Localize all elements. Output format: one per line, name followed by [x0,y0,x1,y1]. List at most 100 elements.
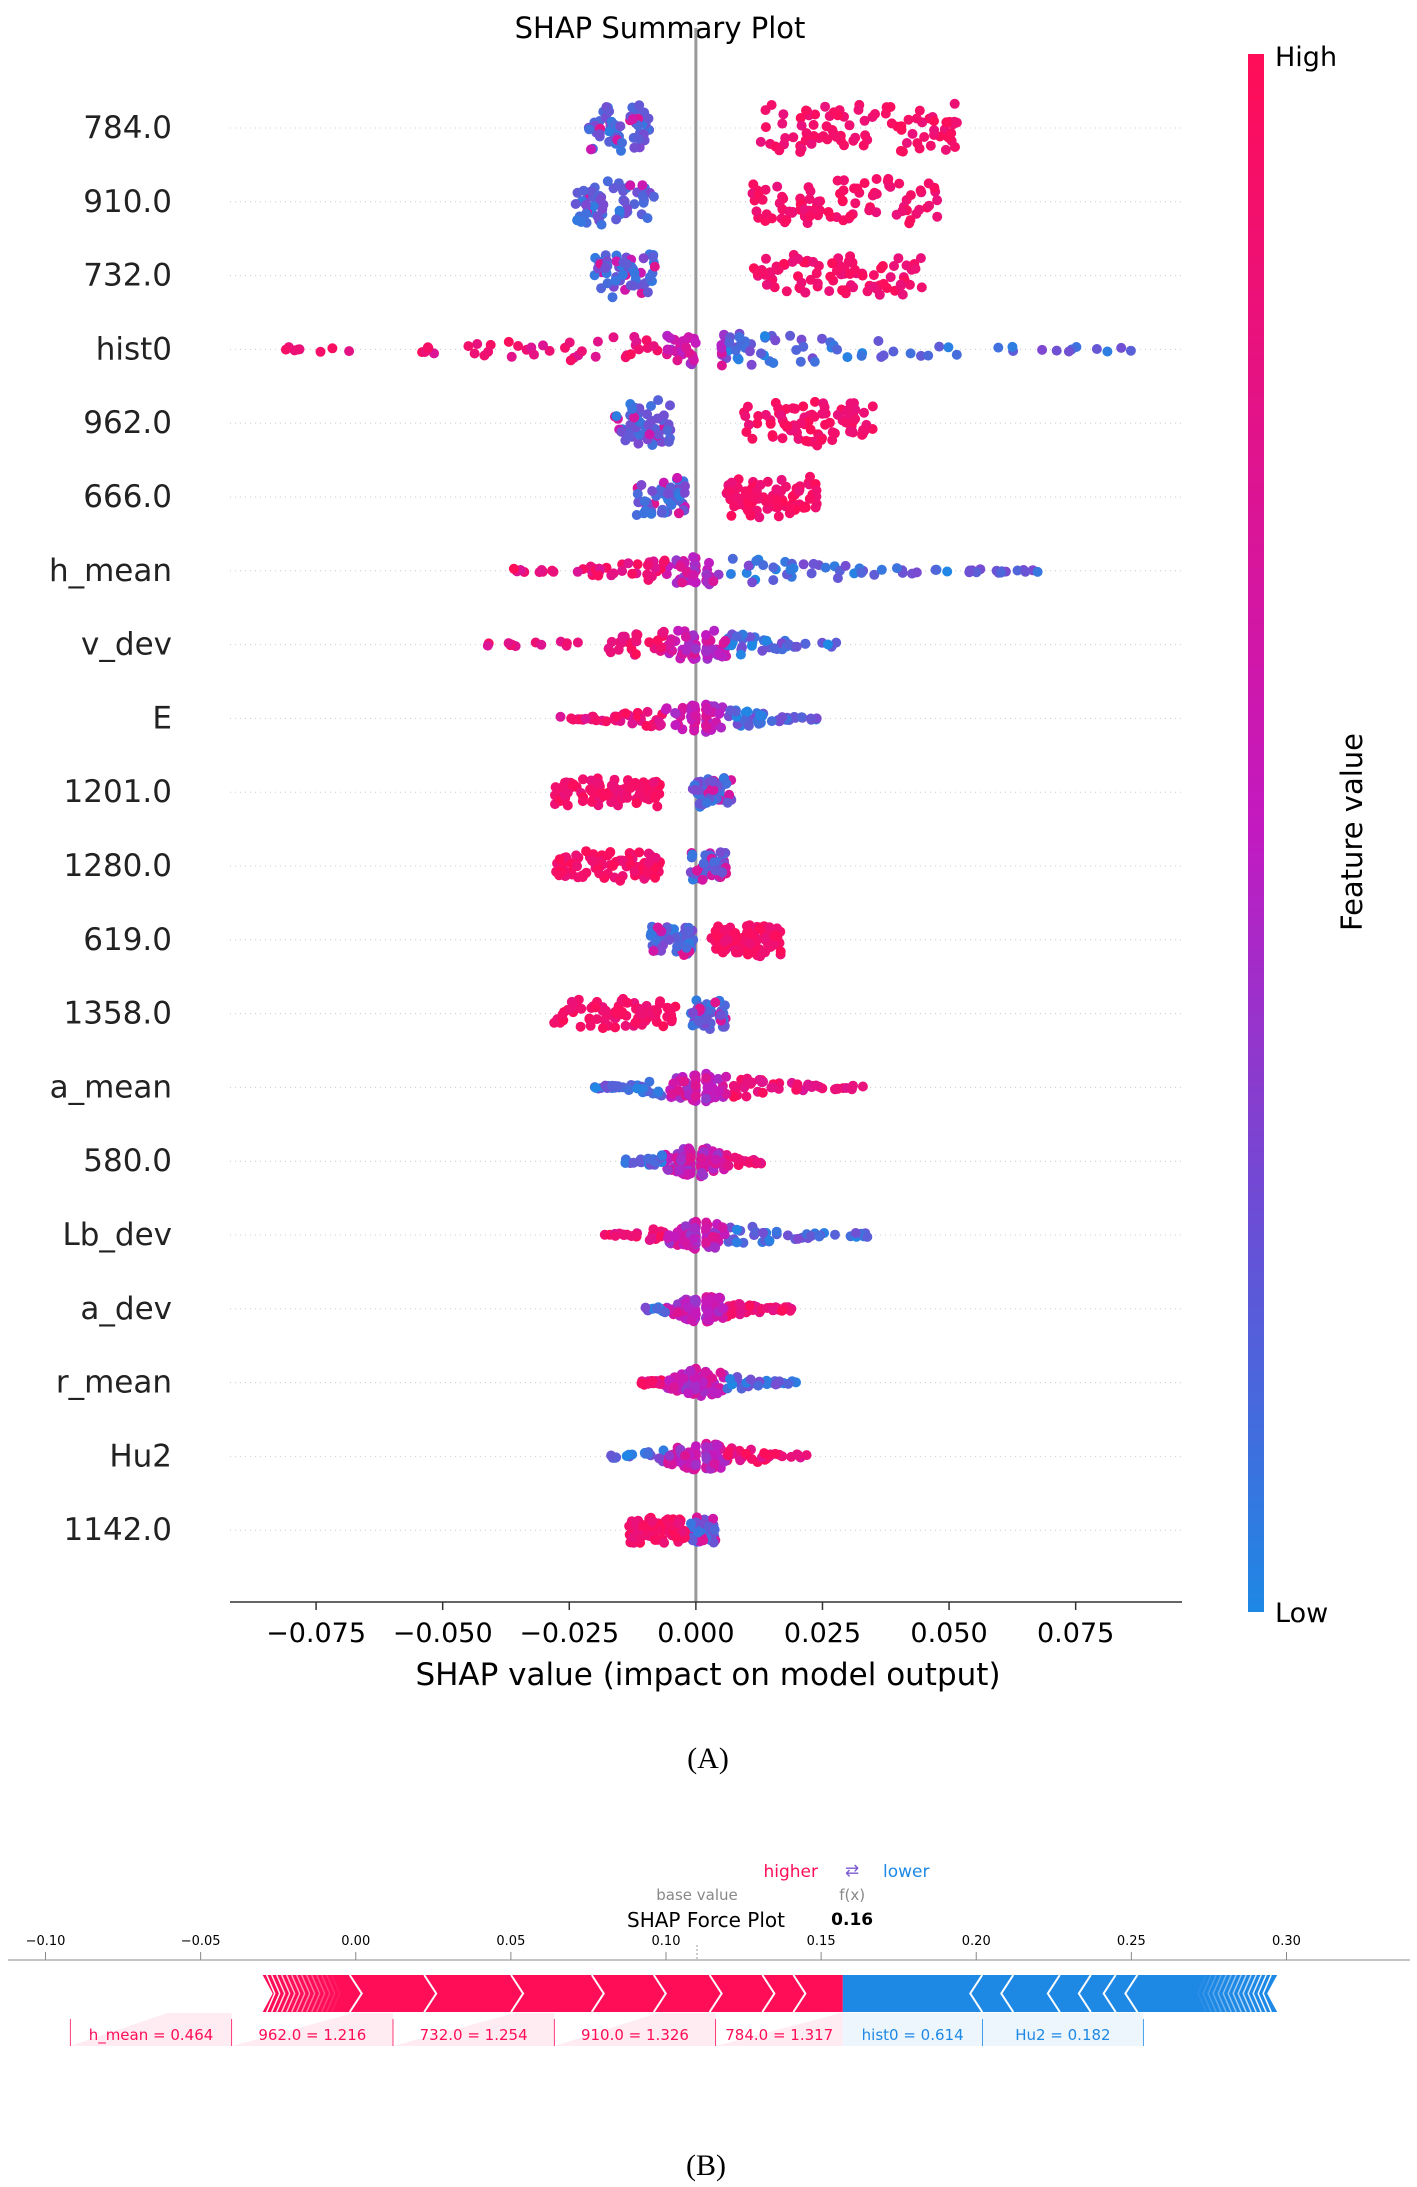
shap-dot [730,928,741,938]
shap-dot [681,342,692,353]
shap-dot [673,508,684,519]
shap-dot [602,850,613,861]
shap-dot [585,1020,596,1031]
feature-label: a_mean [50,1069,172,1105]
shap-dot [648,777,659,788]
shap-dot [804,194,815,205]
fade-chevron [1227,1974,1237,2013]
shap-dot [857,270,868,281]
shap-dot [633,438,644,449]
shap-dot [744,928,755,939]
shap-dot [748,947,758,958]
positive-feature-label: 784.0 = 1.317 [725,2026,833,2044]
shap-dot [703,705,714,716]
shap-dot [622,997,633,1008]
shap-dot [878,350,889,361]
shap-dot [746,359,757,370]
shap-dot [655,996,666,1007]
shap-dot [725,569,736,579]
shap-dot [672,941,683,952]
shap-dot [611,711,622,722]
feature-label: Hu2 [109,1438,172,1474]
shap-dot [878,278,889,289]
shap-dot [536,565,547,575]
shap-dot [747,492,758,503]
shap-dot [641,335,652,346]
feature-label: h_mean [49,553,172,589]
shap-dot [708,576,719,587]
shap-dot [735,649,746,660]
shap-dot [648,1224,659,1235]
shap-dot [714,648,724,659]
shap-dot [755,136,766,147]
shap-dot [925,140,936,151]
shap-dot [857,1081,868,1092]
shap-dot [804,493,815,504]
shap-dot [570,199,581,209]
feature-label: 910.0 [83,184,172,220]
shap-dot [754,512,765,523]
shap-dot [832,344,843,355]
shap-dot [874,289,885,300]
shap-dot [632,1083,643,1094]
shap-dot [760,105,771,116]
shap-dot [849,264,860,275]
x-tick-label: 0.000 [657,1618,734,1649]
shap-dot [725,1374,735,1384]
shap-dot [548,566,559,577]
shap-dot [594,868,605,879]
shap-dot [734,1299,745,1310]
shap-dot [701,1223,711,1234]
shap-dot [850,1228,861,1238]
feature-label: 666.0 [83,479,172,515]
shap-dot [798,341,809,352]
shap-dot [904,218,915,229]
shap-dot [761,209,772,220]
shap-dot [831,131,842,142]
shap-dot [280,344,291,355]
shap-dot [621,258,632,269]
feature-labels: 784.0 910.0 732.0 hist0 962.0 666.0 h_mean v_de… [49,110,172,1548]
shap-dot [632,559,643,570]
shap-dot [757,1087,768,1098]
shap-dot [794,486,804,497]
colorbar-high-label: High [1275,42,1337,73]
shap-dot [689,1222,700,1233]
shap-dot [643,793,654,804]
shap-dot [643,1448,654,1459]
shap-dot [711,931,722,942]
shap-dot [664,332,675,343]
shap-dot [930,564,941,575]
shap-dot [659,555,670,566]
feature-label: 1201.0 [64,774,172,810]
shap-dot [344,346,355,357]
feature-label: 1280.0 [64,848,172,884]
shap-dot [665,400,675,411]
shap-dot [606,780,617,791]
shap-dot [572,637,583,648]
shap-dot [562,800,573,811]
shap-dot [588,200,599,211]
shap-dot [472,339,483,349]
shap-dot [886,118,897,129]
base-value-label: base value [656,1886,738,1904]
shap-dot [638,253,649,264]
shap-dot [690,1091,701,1101]
fade-chevron [290,1974,301,2013]
shap-dot [770,335,781,346]
shap-dot [735,1455,746,1466]
shap-dot [764,1235,775,1246]
shap-dot [673,625,684,636]
force-tick-label: 0.25 [1117,1934,1146,1949]
shap-dot [859,407,869,418]
shap-dot [1116,342,1127,353]
shap-dot [689,1379,700,1390]
shap-dot [910,263,921,274]
fade-chevron [1212,1974,1222,2013]
shap-dot [622,792,633,803]
shap-dot [614,205,625,216]
shap-dot [690,643,701,654]
shap-dot [1032,566,1043,577]
shap-dot [796,120,807,131]
shap-dot [610,275,621,286]
